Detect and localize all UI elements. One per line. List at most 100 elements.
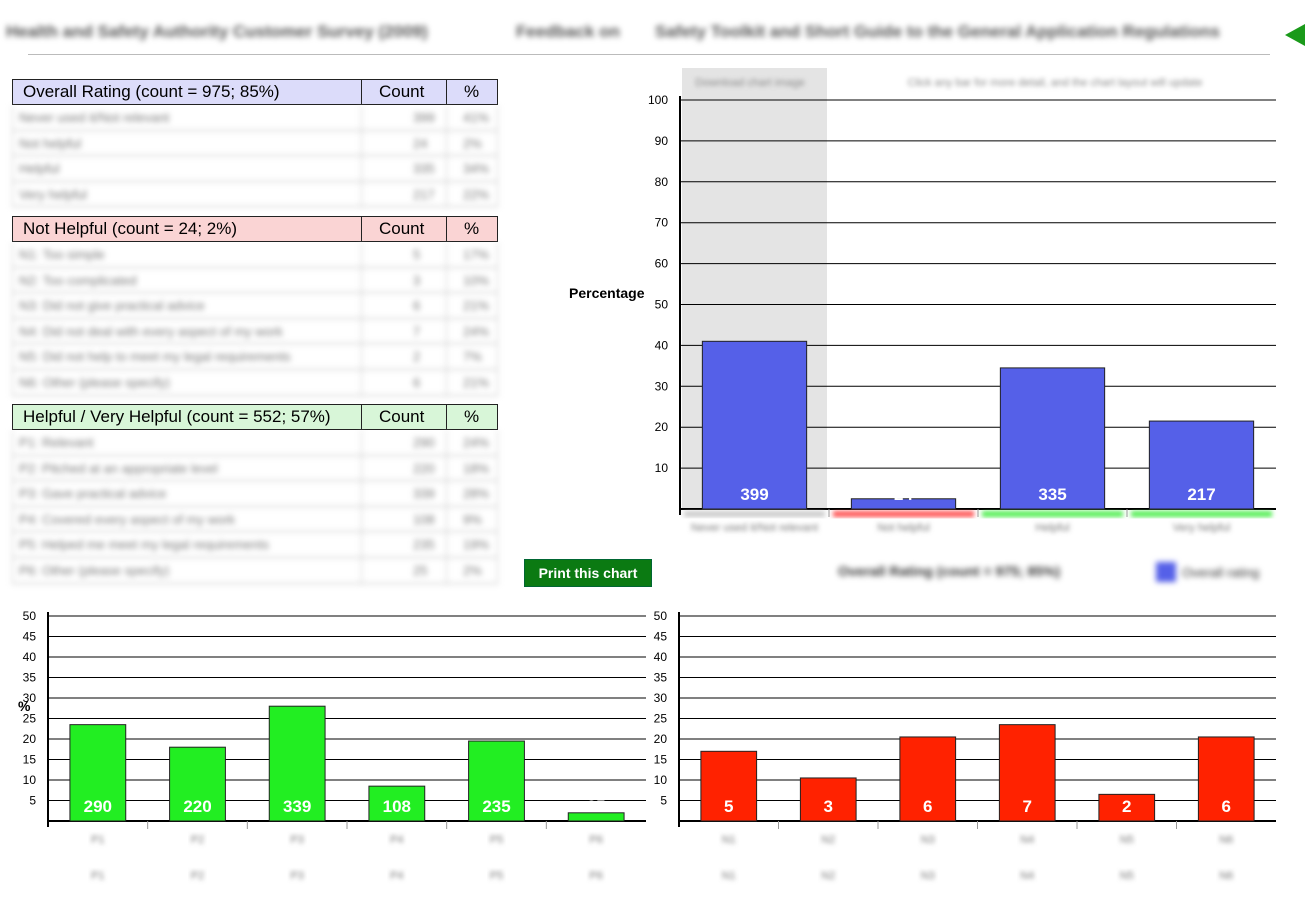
main-chart-title: Overall Rating (count = 975; 85%) bbox=[838, 563, 1061, 579]
bar-p5[interactable] bbox=[468, 740, 525, 822]
y-tick-label: 100 bbox=[648, 93, 668, 107]
count-heading: Count bbox=[379, 219, 425, 238]
bar-very-helpful[interactable] bbox=[1148, 420, 1255, 510]
table-row: N4: Did not deal with every aspect of my… bbox=[12, 318, 498, 345]
x-category-label-secondary: N5 bbox=[1120, 870, 1134, 882]
row-label: N1: Too simple bbox=[19, 247, 105, 262]
x-category-label: Not helpful bbox=[877, 522, 930, 534]
bar-not-helpful[interactable] bbox=[850, 498, 957, 510]
y-tick-label: 45 bbox=[23, 630, 37, 644]
overall-rating-chart: Download chart image Click any bar for mo… bbox=[648, 68, 1276, 534]
y-tick-label: 70 bbox=[655, 216, 669, 230]
x-category-label: Never used it/Not relevant bbox=[691, 522, 818, 534]
bar-p3[interactable] bbox=[268, 705, 326, 822]
x-category-label-secondary: N4 bbox=[1020, 870, 1034, 882]
x-category-label: P2 bbox=[191, 834, 204, 846]
y-tick-label: 20 bbox=[23, 732, 37, 746]
bar-n3[interactable] bbox=[899, 736, 957, 822]
table-row: P4: Covered every aspect of my work 108 9% bbox=[12, 506, 498, 533]
x-category-label: N2 bbox=[821, 834, 835, 846]
y-tick-label: 20 bbox=[654, 732, 668, 746]
x-category-label: Helpful bbox=[1035, 522, 1069, 534]
x-category-label: N1 bbox=[722, 834, 736, 846]
bar-value-label: 3 bbox=[824, 797, 833, 816]
back-arrow-icon[interactable] bbox=[1285, 24, 1305, 46]
row-label: P6: Other (please specify) bbox=[19, 562, 170, 578]
y-tick-label: 30 bbox=[655, 379, 669, 393]
bar-helpful[interactable] bbox=[999, 367, 1106, 510]
y-tick-label: 35 bbox=[23, 671, 37, 685]
section-label: Feedback on bbox=[516, 22, 620, 41]
x-category-label-secondary: N6 bbox=[1219, 870, 1233, 882]
not-helpful-table: Not Helpful (count = 24; 2%) Count % N1:… bbox=[12, 216, 498, 396]
y-tick-label: 40 bbox=[654, 650, 668, 664]
table-row: Helpful 335 34% bbox=[12, 156, 498, 182]
row-count: 24 bbox=[413, 135, 428, 151]
row-percent: 24% bbox=[463, 435, 490, 450]
bar-value-label: 2 bbox=[1122, 797, 1131, 816]
bar-n1[interactable] bbox=[700, 750, 758, 822]
helpful-table: Helpful / Very Helpful (count = 552; 57%… bbox=[12, 404, 498, 584]
row-count: 290 bbox=[413, 435, 435, 450]
y-tick-label: 45 bbox=[654, 630, 668, 644]
row-count: 335 bbox=[413, 161, 435, 177]
x-category-label: P4 bbox=[390, 834, 403, 846]
row-percent: 7% bbox=[463, 349, 482, 365]
helpful-breakdown-chart: 5 10 15 20 25 30 35 40 45 50 290 P1 P1 220 P2 P2 339 P3 P3… bbox=[23, 609, 646, 882]
row-percent: 10% bbox=[463, 272, 490, 288]
bar-p1[interactable] bbox=[69, 724, 127, 822]
bar-value-label: 335 bbox=[1038, 485, 1066, 504]
y-tick-label: 60 bbox=[655, 257, 669, 271]
bar-never-used-it-not-relevant[interactable] bbox=[701, 340, 808, 510]
bar-p2[interactable] bbox=[169, 746, 226, 822]
row-percent: 9% bbox=[463, 511, 482, 527]
row-label: N5: Did not help to meet my legal requir… bbox=[19, 349, 291, 365]
row-count: 217 bbox=[413, 186, 435, 202]
main-chart-ylabel: Percentage bbox=[569, 285, 645, 301]
table-row: N2: Too complicated 3 10% bbox=[12, 267, 498, 294]
legend-label: Overall rating bbox=[1182, 565, 1260, 580]
table-row: Not helpful 24 2% bbox=[12, 130, 498, 157]
x-category-label-secondary: P6 bbox=[589, 870, 602, 882]
y-tick-label: 50 bbox=[655, 298, 669, 312]
y-tick-label: 30 bbox=[23, 691, 37, 705]
x-category-label-secondary: P4 bbox=[390, 870, 403, 882]
y-tick-label: 40 bbox=[23, 650, 37, 664]
x-category-label: P3 bbox=[290, 834, 303, 846]
y-tick-label: 5 bbox=[660, 794, 667, 808]
not-helpful-header: Not Helpful (count = 24; 2%) Count % bbox=[12, 216, 498, 242]
chart-tab-instructions: Click any bar for more detail, and the c… bbox=[908, 77, 1203, 89]
category-color-band bbox=[982, 511, 1123, 517]
y-tick-label: 25 bbox=[654, 712, 668, 726]
table-row: P1: Relevant 290 24% bbox=[12, 430, 498, 456]
bar-n6[interactable] bbox=[1197, 736, 1255, 822]
x-category-label: N3 bbox=[921, 834, 935, 846]
bar-n2[interactable] bbox=[799, 777, 857, 822]
row-count: 235 bbox=[413, 537, 435, 553]
bar-n5[interactable] bbox=[1098, 793, 1156, 822]
x-category-label-secondary: N2 bbox=[821, 870, 835, 882]
bar-value-label: 220 bbox=[183, 797, 211, 816]
bar-value-label: 290 bbox=[84, 797, 112, 816]
bar-value-label: 7 bbox=[1023, 797, 1032, 816]
bar-value-label: 108 bbox=[383, 797, 411, 816]
bar-value-label: 217 bbox=[1187, 485, 1215, 504]
bar-value-label: 5 bbox=[724, 797, 733, 816]
bar-n4[interactable] bbox=[998, 724, 1056, 822]
percent-heading: % bbox=[464, 407, 480, 426]
table-row: P2: Pitched at an appropriate level 220 18… bbox=[12, 455, 498, 482]
bar-p6[interactable] bbox=[567, 812, 625, 822]
row-percent: 28% bbox=[463, 486, 490, 502]
row-count: 6 bbox=[413, 374, 421, 390]
row-label: P1: Relevant bbox=[19, 435, 94, 450]
row-label: Very helpful bbox=[19, 186, 87, 202]
category-color-band bbox=[833, 511, 974, 517]
helpful-header: Helpful / Very Helpful (count = 552; 57%… bbox=[12, 404, 498, 430]
count-heading: Count bbox=[379, 407, 425, 426]
row-count: 108 bbox=[413, 511, 435, 527]
print-chart-button[interactable]: Print this chart bbox=[524, 559, 652, 587]
bar-value-label: 339 bbox=[283, 797, 311, 816]
table-heading: Overall Rating (count = 975; 85%) bbox=[23, 82, 280, 101]
bar-p4[interactable] bbox=[368, 785, 426, 822]
row-label: N2: Too complicated bbox=[19, 272, 137, 288]
